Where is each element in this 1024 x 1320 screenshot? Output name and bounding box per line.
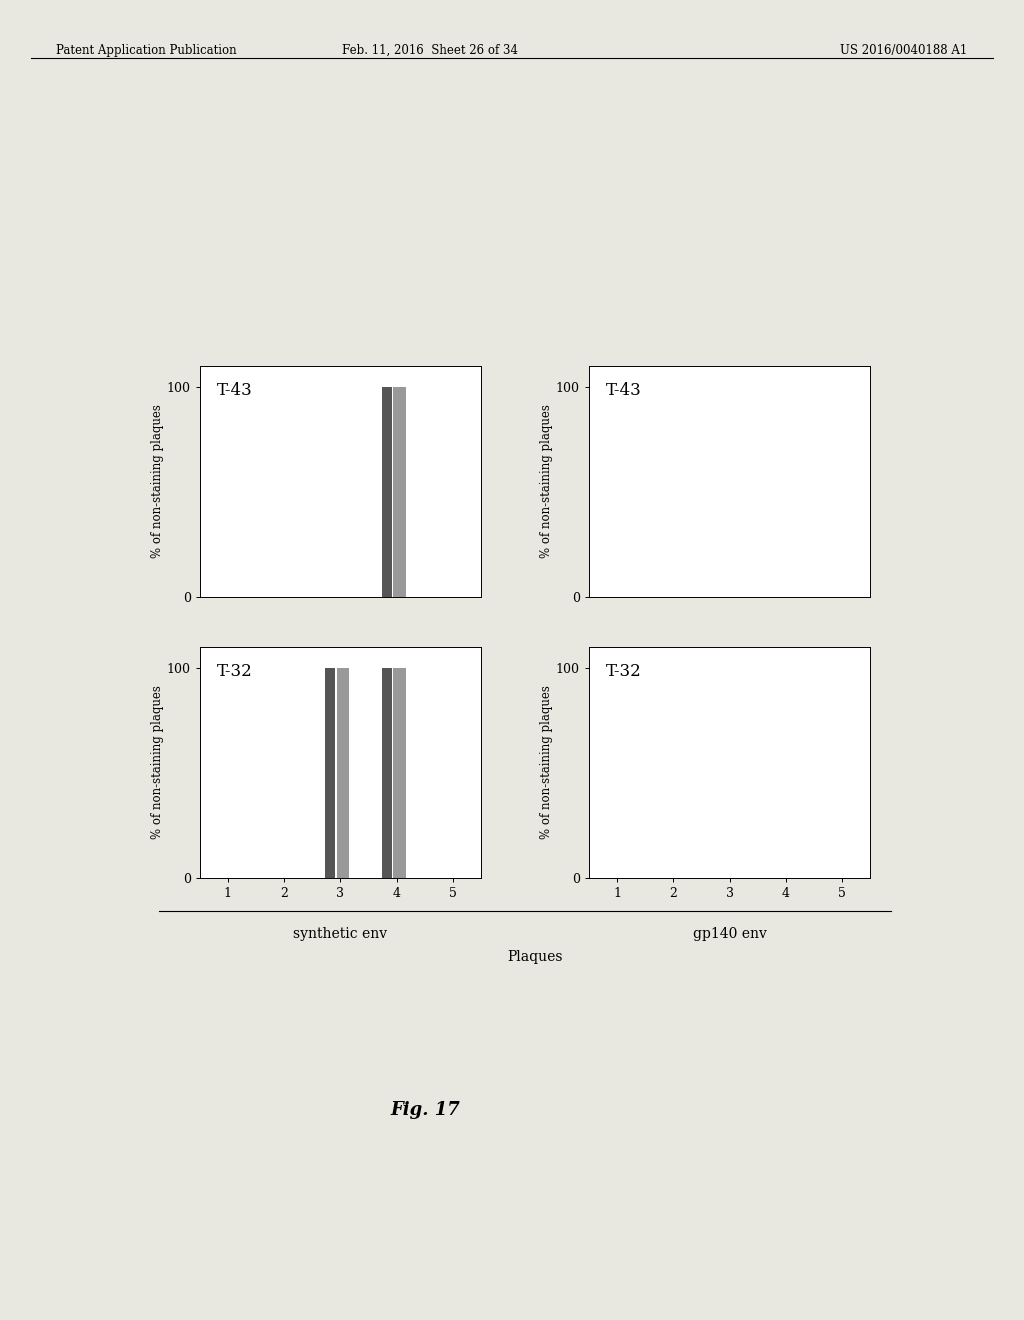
Text: Patent Application Publication: Patent Application Publication — [56, 44, 237, 57]
Text: T-32: T-32 — [217, 663, 252, 680]
Bar — [393, 668, 406, 878]
Text: Plaques: Plaques — [507, 950, 563, 965]
Text: synthetic env: synthetic env — [294, 927, 387, 941]
Text: Fig. 17: Fig. 17 — [390, 1101, 460, 1119]
Bar — [393, 387, 406, 597]
Bar — [337, 668, 349, 878]
Text: gp140 env: gp140 env — [692, 927, 767, 941]
Text: US 2016/0040188 A1: US 2016/0040188 A1 — [841, 44, 968, 57]
Text: Feb. 11, 2016  Sheet 26 of 34: Feb. 11, 2016 Sheet 26 of 34 — [342, 44, 518, 57]
Text: T-43: T-43 — [217, 381, 252, 399]
Bar — [382, 668, 392, 878]
Y-axis label: % of non-staining plaques: % of non-staining plaques — [151, 404, 164, 558]
Bar — [326, 668, 336, 878]
Y-axis label: % of non-staining plaques: % of non-staining plaques — [540, 685, 553, 840]
Text: T-43: T-43 — [605, 381, 641, 399]
Y-axis label: % of non-staining plaques: % of non-staining plaques — [540, 404, 553, 558]
Bar — [382, 387, 392, 597]
Text: T-32: T-32 — [605, 663, 641, 680]
Y-axis label: % of non-staining plaques: % of non-staining plaques — [151, 685, 164, 840]
